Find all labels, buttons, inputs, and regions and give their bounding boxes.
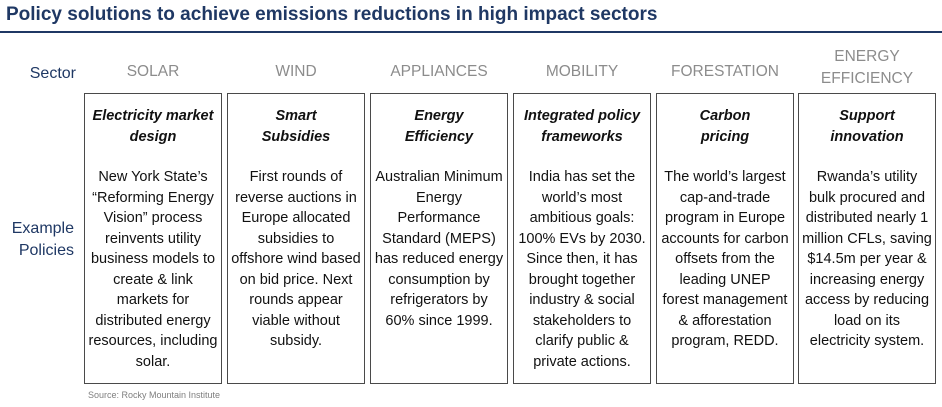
sector-heading-energy-efficiency: ENERGY EFFICIENCY — [820, 48, 914, 87]
policy-card-wind: Smart Subsidies First rounds of reverse … — [227, 93, 365, 384]
policy-card-energy-efficiency: Support innovation Rwanda’s utility bulk… — [798, 93, 936, 384]
policy-title: Smart Subsidies — [261, 108, 331, 145]
policy-text: First rounds of reverse auctions in Euro… — [231, 169, 361, 349]
policy-text: New York State’s “Reforming Energy Visio… — [88, 169, 218, 370]
sector-heading-wind: WIND — [275, 63, 317, 80]
sector-heading-appliances: APPLIANCES — [390, 63, 488, 80]
sector-heading-forestation: FORESTATION — [671, 63, 779, 80]
source-note: Source: Rocky Mountain Institute — [88, 390, 221, 400]
policy-text: Australian Minimum Energy Performance St… — [374, 169, 504, 329]
policy-text: Rwanda’s utility bulk procured and distr… — [802, 169, 932, 349]
policy-card-forestation: Carbon pricing The world’s largest cap-a… — [656, 93, 794, 384]
sector-heading-mobility: MOBILITY — [545, 63, 619, 80]
page-title: Policy solutions to achieve emissions re… — [6, 4, 658, 25]
policy-text: The world’s largest cap-and-trade progra… — [661, 169, 789, 349]
policy-title: Carbon pricing — [699, 108, 751, 145]
policy-title: Energy Efficiency — [404, 108, 474, 145]
policy-card-solar: Electricity market design New York State… — [84, 93, 222, 384]
sector-heading-solar: SOLAR — [126, 63, 180, 80]
policy-title: Electricity market design — [92, 108, 214, 145]
policy-card-mobility: Integrated policy frameworks India has s… — [513, 93, 651, 384]
title-divider — [0, 31, 942, 33]
policies-row-label: Example Policies — [11, 220, 74, 259]
policy-title: Support innovation — [830, 108, 904, 145]
policy-title: Integrated policy frameworks — [523, 108, 641, 145]
policy-card-appliances: Energy Efficiency Australian Minimum Ene… — [370, 93, 508, 384]
policy-text: India has set the world’s most ambitious… — [518, 169, 646, 370]
sector-row-label: Sector — [29, 65, 76, 82]
